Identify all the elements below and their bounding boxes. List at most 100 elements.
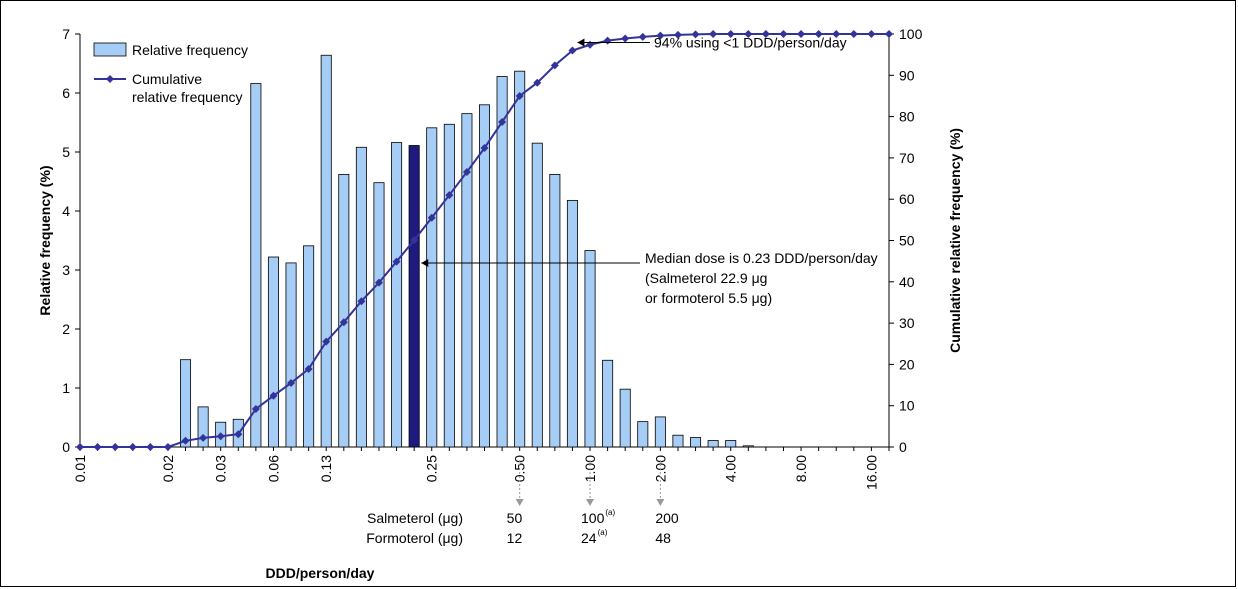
- y-right-tick-label: 30: [899, 315, 915, 331]
- cumulative-point: [832, 30, 841, 38]
- bar: [531, 142, 543, 448]
- cumulative-point: [128, 443, 137, 451]
- cumulative-point: [744, 30, 753, 38]
- x-tick-label: 16.00: [863, 455, 879, 490]
- x-tick-label: 8.00: [793, 455, 809, 482]
- bar: [250, 83, 262, 448]
- salmeterol-footnote-mark: (a): [605, 508, 615, 517]
- cumulative-point: [533, 78, 542, 87]
- cumulative-point: [93, 443, 102, 451]
- y-right-tick-label: 80: [899, 109, 915, 125]
- bar: [478, 104, 491, 448]
- y-left-tick-label: 2: [62, 321, 70, 337]
- bar: [443, 123, 455, 448]
- cumulative-point: [849, 30, 858, 38]
- dose-marker-arrowhead: [515, 499, 524, 506]
- cumulative-point: [392, 257, 401, 266]
- cumulative-point: [427, 213, 436, 222]
- y-right-tick-label: 100: [899, 26, 923, 42]
- cumulative-point: [445, 191, 454, 200]
- y-left-axis-title: Relative frequency (%): [37, 165, 53, 315]
- y-right-tick-label: 10: [899, 398, 915, 414]
- cumulative-point: [339, 318, 348, 327]
- cumulative-point: [603, 36, 612, 45]
- bar: [637, 421, 649, 448]
- cumulative-point: [586, 40, 595, 49]
- cumulative-point: [691, 30, 700, 39]
- formoterol-label: Formoterol (μg): [366, 530, 463, 546]
- bar: [514, 70, 526, 448]
- y-left-tick-label: 3: [62, 262, 70, 278]
- y-left-tick-label: 1: [62, 380, 70, 396]
- x-tick-label: 4.00: [723, 455, 739, 482]
- salmeterol-dose-1: 100: [581, 510, 605, 526]
- cumulative-point: [480, 143, 489, 152]
- bar: [285, 262, 297, 448]
- cumulative-point: [322, 337, 331, 346]
- bar: [267, 256, 279, 448]
- cumulative-point: [709, 30, 718, 38]
- y-left-tick-label: 5: [62, 144, 70, 160]
- annotation-median-line2: (Salmeterol 22.9 μg: [645, 270, 767, 286]
- bar: [672, 434, 684, 448]
- bar: [461, 113, 473, 448]
- cumulative-point: [357, 297, 366, 306]
- y-left-tick-label: 7: [62, 26, 70, 42]
- x-tick-label: 0.25: [424, 455, 440, 482]
- bar: [742, 445, 754, 448]
- cumulative-point: [163, 443, 172, 451]
- cumulative-point: [304, 364, 313, 373]
- cumulative-point: [673, 30, 682, 39]
- bar: [303, 245, 315, 448]
- legend-bar-label: Relative frequency: [132, 42, 248, 58]
- cumulative-point: [726, 30, 735, 38]
- bar: [391, 142, 403, 448]
- bar: [373, 182, 385, 448]
- salmeterol-label: Salmeterol (μg): [367, 510, 463, 526]
- y-left-tick-label: 0: [62, 439, 70, 455]
- y-left-tick-label: 4: [62, 203, 70, 219]
- cumulative-point: [287, 378, 296, 387]
- legend-bar-swatch: [93, 42, 127, 57]
- annotation-median-line3: or formoterol 5.5 μg): [645, 290, 772, 306]
- y-right-tick-label: 0: [899, 439, 907, 455]
- bar: [566, 199, 578, 448]
- median-bar: [408, 145, 420, 448]
- cumulative-point: [568, 46, 577, 55]
- cumulative-point: [251, 405, 260, 414]
- cumulative-point: [216, 432, 225, 441]
- cumulative-point: [761, 30, 770, 38]
- cumulative-point: [462, 167, 471, 176]
- bar: [549, 174, 561, 448]
- y-right-axis-title: Cumulative relative frequency (%): [947, 128, 963, 353]
- cumulative-point: [498, 117, 507, 126]
- cumulative-point: [550, 61, 559, 70]
- x-axis-title: DDD/person/day: [266, 565, 375, 581]
- cumulative-point: [797, 30, 806, 38]
- bar: [602, 359, 614, 448]
- salmeterol-dose-0: 50: [507, 510, 523, 526]
- bar: [690, 437, 702, 448]
- annotation-94-text: 94% using <1 DDD/person/day: [654, 35, 847, 51]
- dose-marker-arrowhead: [586, 499, 595, 506]
- bar: [725, 440, 737, 448]
- cumulative-point: [638, 32, 647, 41]
- cumulative-point: [111, 443, 120, 451]
- bar: [619, 388, 631, 448]
- legend-line-label: Cumulative relative frequency: [132, 71, 243, 105]
- y-right-tick-label: 20: [899, 356, 915, 372]
- bar: [197, 406, 209, 448]
- y-left-tick-label: 6: [62, 85, 70, 101]
- y-right-tick-label: 70: [899, 150, 915, 166]
- cumulative-point: [515, 91, 524, 100]
- cumulative-point: [146, 443, 155, 451]
- bars: [180, 54, 754, 448]
- y-right-tick-label: 50: [899, 233, 915, 249]
- cumulative-point: [779, 30, 788, 38]
- cumulative-point: [867, 30, 876, 38]
- bar: [180, 359, 192, 448]
- x-tick-label: 0.13: [318, 455, 334, 482]
- cumulative-point: [181, 436, 190, 445]
